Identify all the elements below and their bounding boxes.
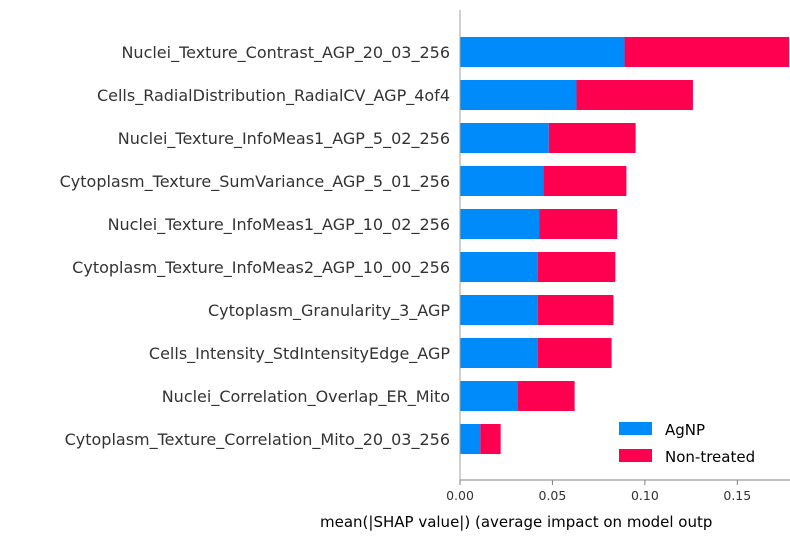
bar-agnp-6 xyxy=(460,295,538,325)
bar-non-treated-6 xyxy=(537,295,614,325)
x-tick-label-0: 0.00 xyxy=(446,488,474,503)
legend-label-agnp: AgNP xyxy=(665,421,705,439)
category-label-7: Cells_Intensity_StdIntensityEdge_AGP xyxy=(149,344,450,364)
category-label-1: Cells_RadialDistribution_RadialCV_AGP_4o… xyxy=(97,86,450,106)
category-label-0: Nuclei_Texture_Contrast_AGP_20_03_256 xyxy=(121,43,450,63)
category-label-5: Cytoplasm_Texture_InfoMeas2_AGP_10_00_25… xyxy=(72,258,450,278)
legend-swatch-non-treated xyxy=(619,449,652,462)
legend-swatch-agnp xyxy=(619,422,652,435)
bar-non-treated-1 xyxy=(576,80,693,110)
bar-non-treated-4 xyxy=(539,209,618,239)
bar-non-treated-7 xyxy=(537,338,612,368)
category-label-6: Cytoplasm_Granularity_3_AGP xyxy=(208,301,450,321)
bar-agnp-9 xyxy=(460,424,481,454)
legend-label-non-treated: Non-treated xyxy=(665,448,755,466)
bar-agnp-7 xyxy=(460,338,538,368)
x-tick-label-1: 0.05 xyxy=(539,488,567,503)
x-axis-ticks: 0.00 0.05 0.10 0.15 xyxy=(446,480,751,503)
category-label-3: Cytoplasm_Texture_SumVariance_AGP_5_01_2… xyxy=(60,172,450,192)
bar-agnp-4 xyxy=(460,209,540,239)
legend: AgNP Non-treated xyxy=(619,421,755,466)
x-axis-title: mean(|SHAP value|) (average impact on mo… xyxy=(320,513,712,531)
bar-agnp-5 xyxy=(460,252,538,282)
x-tick-label-3: 0.15 xyxy=(723,488,751,503)
category-label-9: Cytoplasm_Texture_Correlation_Mito_20_03… xyxy=(65,430,450,450)
bar-non-treated-8 xyxy=(517,381,575,411)
category-label-8: Nuclei_Correlation_Overlap_ER_Mito xyxy=(162,387,450,407)
category-label-2: Nuclei_Texture_InfoMeas1_AGP_5_02_256 xyxy=(118,129,450,149)
category-label-4: Nuclei_Texture_InfoMeas1_AGP_10_02_256 xyxy=(108,215,450,235)
bar-non-treated-0 xyxy=(624,37,790,67)
bar-non-treated-9 xyxy=(480,424,501,454)
bar-non-treated-2 xyxy=(548,123,636,153)
category-labels: Nuclei_Texture_Contrast_AGP_20_03_256 Cel… xyxy=(60,43,451,450)
x-tick-label-2: 0.10 xyxy=(631,488,659,503)
bar-agnp-3 xyxy=(460,166,544,196)
bar-agnp-1 xyxy=(460,80,577,110)
bar-agnp-8 xyxy=(460,381,518,411)
bar-agnp-0 xyxy=(460,37,625,67)
bar-non-treated-3 xyxy=(543,166,627,196)
bars-group xyxy=(460,37,790,454)
bar-agnp-2 xyxy=(460,123,549,153)
bar-non-treated-5 xyxy=(537,252,616,282)
